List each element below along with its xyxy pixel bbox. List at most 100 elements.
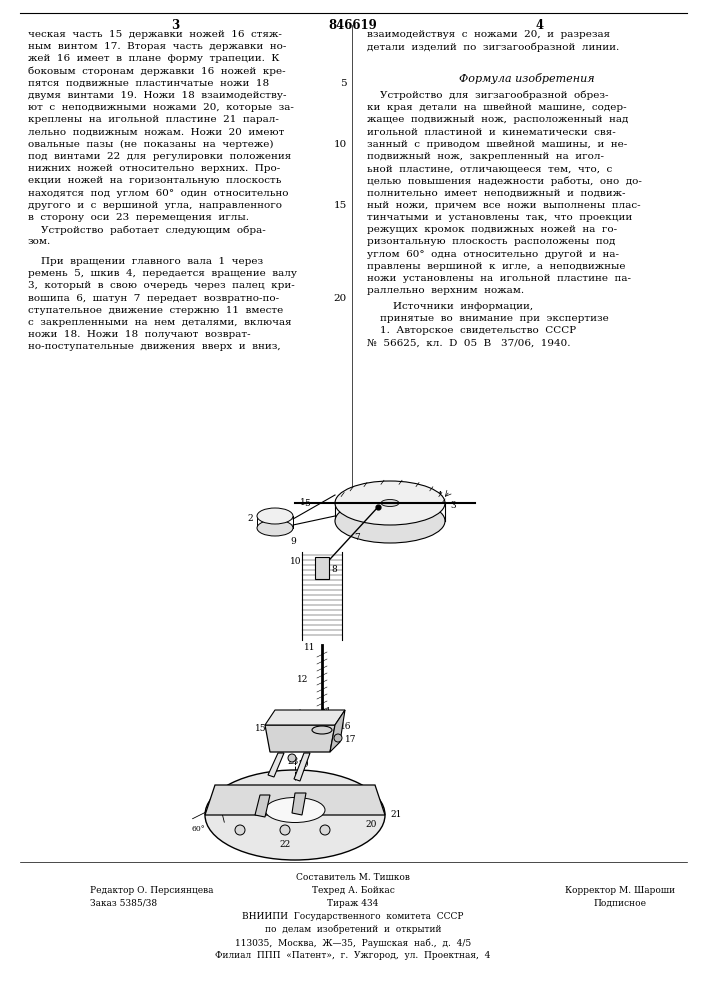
Bar [315,557,329,579]
Text: Источники  информации,: Источники информации, [367,302,533,311]
Ellipse shape [381,499,399,506]
Text: ремень  5,  шкив  4,  передается  вращение  валу: ремень 5, шкив 4, передается вращение ва… [28,269,297,278]
Text: раллельно  верхним  ножам.: раллельно верхним ножам. [367,286,524,295]
Text: полнительно  имеет  неподвижный  и  подвиж-: полнительно имеет неподвижный и подвиж- [367,189,626,198]
Text: с  закрепленными  на  нем  деталями,  включая: с закрепленными на нем деталями, включая [28,318,291,327]
Ellipse shape [335,499,445,543]
Text: занный  с  приводом  швейной  машины,  и  не-: занный с приводом швейной машины, и не- [367,140,627,149]
Text: ным  винтом  17.  Вторая  часть  державки  но-: ным винтом 17. Вторая часть державки но- [28,42,286,51]
Text: 14: 14 [320,707,332,716]
Circle shape [288,754,296,762]
Text: 113035,  Москва,  Ж—35,  Раушская  наб.,  д.  4/5: 113035, Москва, Ж—35, Раушская наб., д. … [235,938,471,948]
Text: ножи  18.  Ножи  18  получают  возврат-: ножи 18. Ножи 18 получают возврат- [28,330,250,339]
Text: 3,  который  в  свою  очередь  через  палец  кри-: 3, который в свою очередь через палец кр… [28,281,295,290]
Text: нижних  ножей  относительно  верхних.  Про-: нижних ножей относительно верхних. Про- [28,164,280,173]
Text: 6: 6 [360,499,366,508]
Text: Корректор М. Шароши: Корректор М. Шароши [565,886,675,895]
Text: углом  60°  одна  относительно  другой  и  на-: углом 60° одна относительно другой и на- [367,250,619,259]
Ellipse shape [335,481,445,525]
Text: 2: 2 [247,514,252,523]
Circle shape [235,825,245,835]
Circle shape [320,825,330,835]
Text: ьной  пластине,  отличающееся  тем,  что,  с: ьной пластине, отличающееся тем, что, с [367,164,612,173]
Text: Филиал  ППП  «Патент»,  г.  Ужгород,  ул.  Проектная,  4: Филиал ППП «Патент», г. Ужгород, ул. Про… [216,951,491,960]
Text: 20: 20 [365,820,376,829]
Text: находятся  под  углом  60°  один  относительно: находятся под углом 60° один относительн… [28,189,288,198]
Text: ют  с  неподвижными  ножами  20,  которые  за-: ют с неподвижными ножами 20, которые за- [28,103,294,112]
Text: ный  ножи,  причем  все  ножи  выполнены  плас-: ный ножи, причем все ножи выполнены плас… [367,201,641,210]
Text: креплены  на  игольной  пластине  21  парал-: креплены на игольной пластине 21 парал- [28,115,279,124]
Polygon shape [265,710,345,725]
Text: ризонтальную  плоскость  расположены  под: ризонтальную плоскость расположены под [367,237,615,246]
Text: Подписное: Подписное [593,899,646,908]
Text: овальные  пазы  (не  показаны  на  чертеже): овальные пазы (не показаны на чертеже) [28,140,274,149]
Text: 10: 10 [290,557,301,566]
Text: ВНИИПИ  Государственного  комитета  СССР: ВНИИПИ Государственного комитета СССР [243,912,464,921]
Text: 20: 20 [334,294,347,303]
Text: Заказ 5385/38: Заказ 5385/38 [90,899,157,908]
Text: 13: 13 [290,726,301,735]
Ellipse shape [205,770,385,860]
Text: 4: 4 [536,19,544,32]
Polygon shape [265,725,335,752]
Text: Редактор О. Персиянцева: Редактор О. Персиянцева [90,886,214,895]
Text: пятся  подвижные  пластинчатые  ножи  18: пятся подвижные пластинчатые ножи 18 [28,79,269,88]
Ellipse shape [257,520,293,536]
Text: 60°: 60° [192,825,206,833]
Text: тинчатыми  и  установлены  так,  что  проекции: тинчатыми и установлены так, что проекци… [367,213,632,222]
Text: детали  изделий  по  зигзагообразной  линии.: детали изделий по зигзагообразной линии. [367,42,619,52]
Text: Устройство  для  зигзагообразной  обрез-: Устройство для зигзагообразной обрез- [367,91,609,100]
Text: 17: 17 [345,735,356,744]
Circle shape [334,734,342,742]
Text: 15: 15 [255,724,267,733]
Polygon shape [294,753,310,781]
Polygon shape [255,795,270,817]
Text: 8: 8 [331,565,337,574]
Text: 23: 23 [287,757,298,766]
Circle shape [280,825,290,835]
Polygon shape [205,785,385,815]
Text: ки  края  детали  на  швейной  машине,  содер-: ки края детали на швейной машине, содер- [367,103,626,112]
Text: принятые  во  внимание  при  экспертизе: принятые во внимание при экспертизе [367,314,609,323]
Text: Составитель М. Тишков: Составитель М. Тишков [296,873,410,882]
Text: Формула изобретения: Формула изобретения [459,73,595,84]
Ellipse shape [312,726,332,734]
Text: 18: 18 [284,782,296,791]
Text: 16: 16 [340,722,351,731]
Text: Тираж 434: Тираж 434 [327,899,379,908]
Text: по  делам  изобретений  и  открытий: по делам изобретений и открытий [264,925,441,934]
Text: 7: 7 [354,533,360,542]
Text: зом.: зом. [28,237,51,246]
Text: вошипа  6,  шатун  7  передает  возвратно-по-: вошипа 6, шатун 7 передает возвратно-по- [28,294,279,303]
Text: но-поступательные  движения  вверх  и  вниз,: но-поступательные движения вверх и вниз, [28,342,281,351]
Text: ческая  часть  15  державки  ножей  16  стяж-: ческая часть 15 державки ножей 16 стяж- [28,30,282,39]
Text: №  56625,  кл.  D  05  В   37/06,  1940.: № 56625, кл. D 05 В 37/06, 1940. [367,339,571,348]
Text: 19: 19 [298,760,310,769]
Text: 11: 11 [304,643,315,652]
Polygon shape [292,793,306,815]
Text: 12: 12 [297,675,308,684]
Text: боковым  сторонам  державки  16  ножей  кре-: боковым сторонам державки 16 ножей кре- [28,67,286,76]
Polygon shape [268,753,284,777]
Text: екции  ножей  на  горизонтальную  плоскость: екции ножей на горизонтальную плоскость [28,176,281,185]
Text: 15: 15 [334,201,347,210]
Text: При  вращении  главного  вала  1  через: При вращении главного вала 1 через [28,257,263,266]
Text: ступательное  движение  стержню  11  вместе: ступательное движение стержню 11 вместе [28,306,284,315]
Text: игольной  пластиной  и  кинематически  свя-: игольной пластиной и кинематически свя- [367,128,616,137]
Text: 846619: 846619 [329,19,378,32]
Text: жей  16  имеет  в  плане  форму  трапеции.  К: жей 16 имеет в плане форму трапеции. К [28,54,279,63]
Text: Устройство  работает  следующим  обра-: Устройство работает следующим обра- [28,225,266,235]
Ellipse shape [265,798,325,822]
Text: ножи  установлены  на  игольной  пластине  па-: ножи установлены на игольной пластине па… [367,274,631,283]
Text: Техред А. Бойкас: Техред А. Бойкас [312,886,395,895]
Text: жащее  подвижный  нож,  расположенный  над: жащее подвижный нож, расположенный над [367,115,629,124]
Text: под  винтами  22  для  регулировки  положения: под винтами 22 для регулировки положения [28,152,291,161]
Text: режущих  кромок  подвижных  ножей  на  го-: режущих кромок подвижных ножей на го- [367,225,617,234]
Text: другого  и  с  вершиной  угла,  направленного: другого и с вершиной угла, направленного [28,201,282,210]
Text: 3: 3 [171,19,179,32]
Text: правлены  вершиной  к  игле,  а  неподвижные: правлены вершиной к игле, а неподвижные [367,262,626,271]
Text: 22: 22 [279,840,291,849]
Text: 3: 3 [450,501,455,510]
Polygon shape [330,710,345,752]
Text: 1: 1 [300,498,305,507]
